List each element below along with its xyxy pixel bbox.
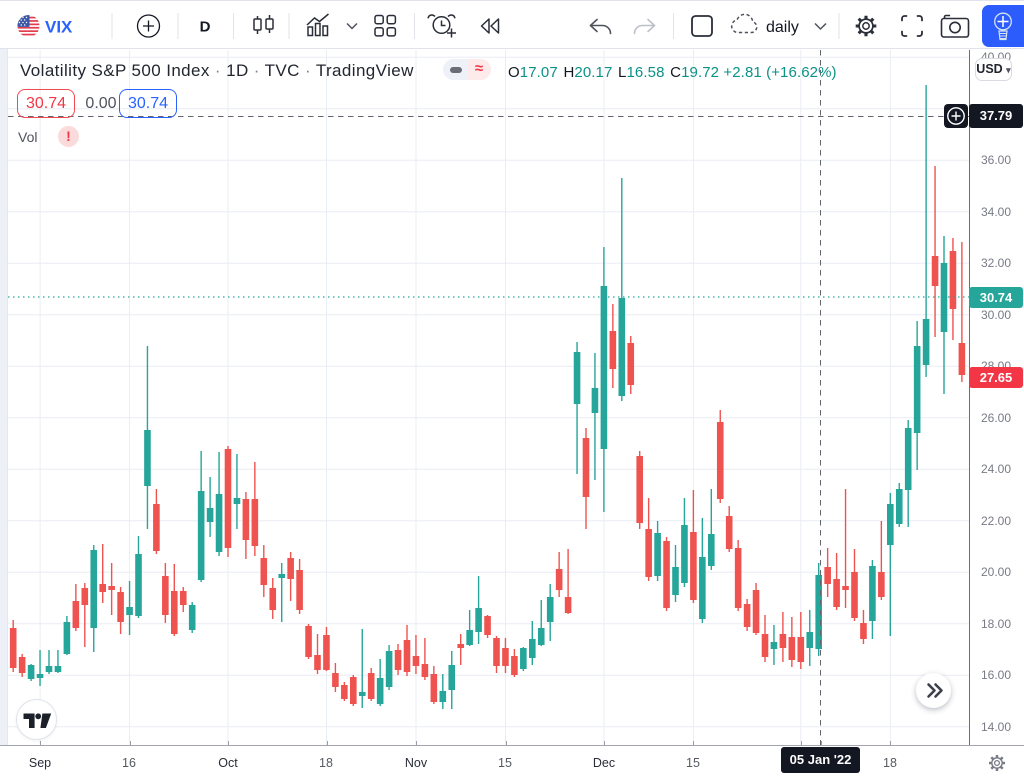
svg-text:daily: daily [766,19,799,36]
svg-text:VIX: VIX [45,18,73,37]
svg-text:D: D [200,19,211,36]
